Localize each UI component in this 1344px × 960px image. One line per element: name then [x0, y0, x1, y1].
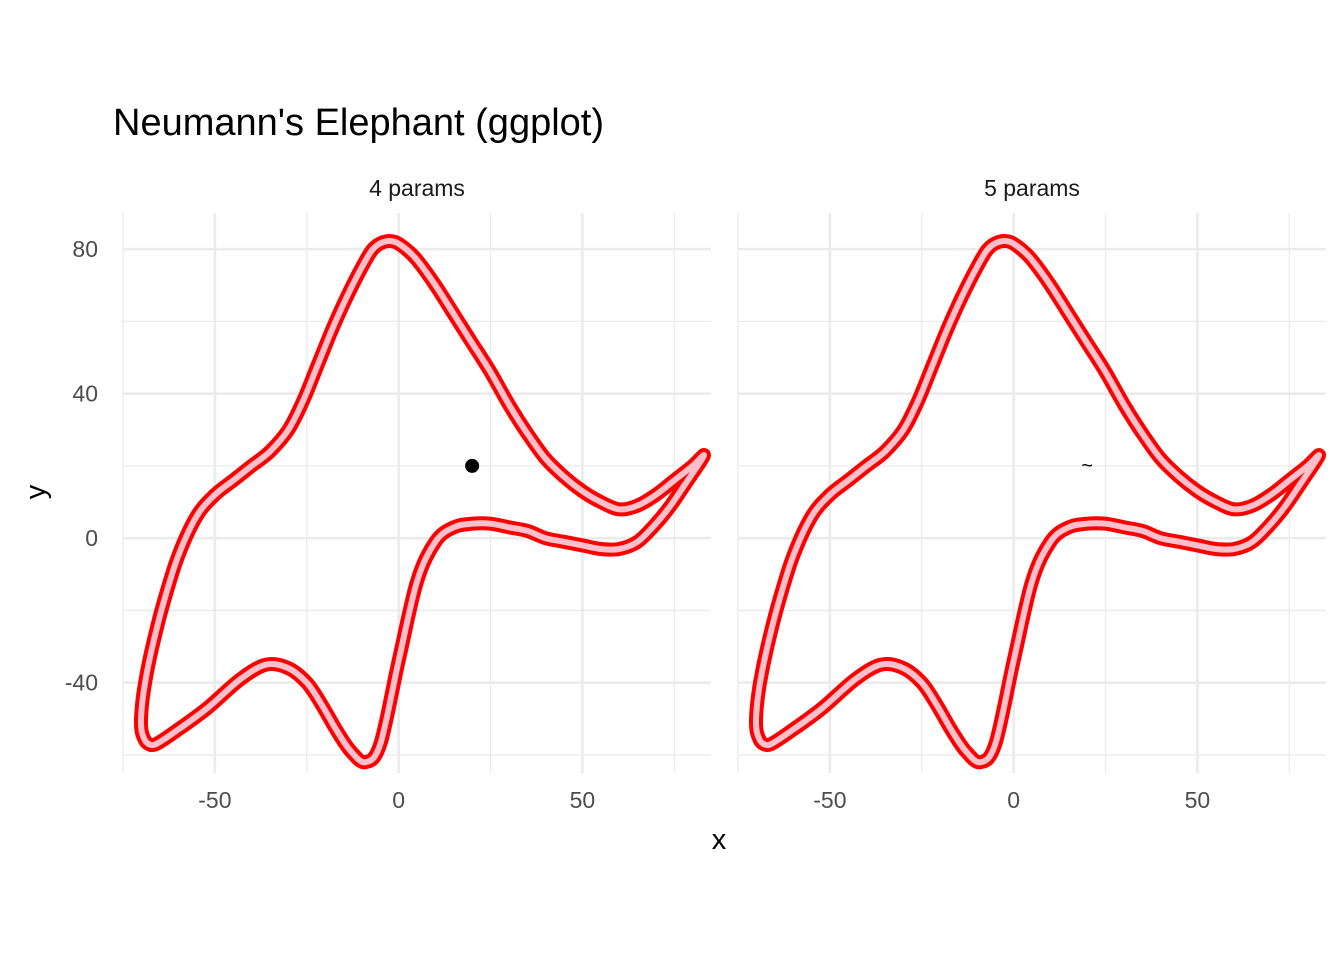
x-tick-label: 50: [570, 787, 596, 813]
x-tick-label: 0: [1007, 787, 1020, 813]
x-axis-title: x: [712, 824, 727, 856]
elephant-outline-border: [133, 234, 711, 770]
x-tick-label: -50: [813, 787, 846, 813]
eye-point: [465, 458, 480, 473]
x-tick-label: 0: [392, 787, 405, 813]
elephant-outline-border: [748, 234, 1327, 770]
facet-strip-label: 4 params: [369, 175, 465, 201]
facet-panel: 4 params -50 0 50 -40 0 40 80: [65, 175, 711, 813]
y-axis-title: y: [20, 484, 52, 499]
y-tick-label: -40: [65, 670, 98, 696]
y-tick-label: 80: [72, 236, 98, 262]
facet-strip-label: 5 params: [984, 175, 1080, 201]
eye-text-marker: ~: [1081, 455, 1093, 477]
y-tick-label: 40: [72, 381, 98, 407]
chart-title: Neumann's Elephant (ggplot): [113, 102, 604, 144]
elephant-outline-fill: [137, 238, 707, 766]
x-tick-label: -50: [198, 787, 231, 813]
elephant-outline-fill: [752, 238, 1323, 766]
facet-panel: 5 params -50 0 50 ~: [737, 175, 1327, 813]
x-tick-label: 50: [1185, 787, 1211, 813]
y-tick-label: 0: [85, 525, 98, 551]
facet-panels: 4 params -50 0 50 -40 0 40 80 5 params -50 0 50 ~: [65, 175, 1327, 813]
